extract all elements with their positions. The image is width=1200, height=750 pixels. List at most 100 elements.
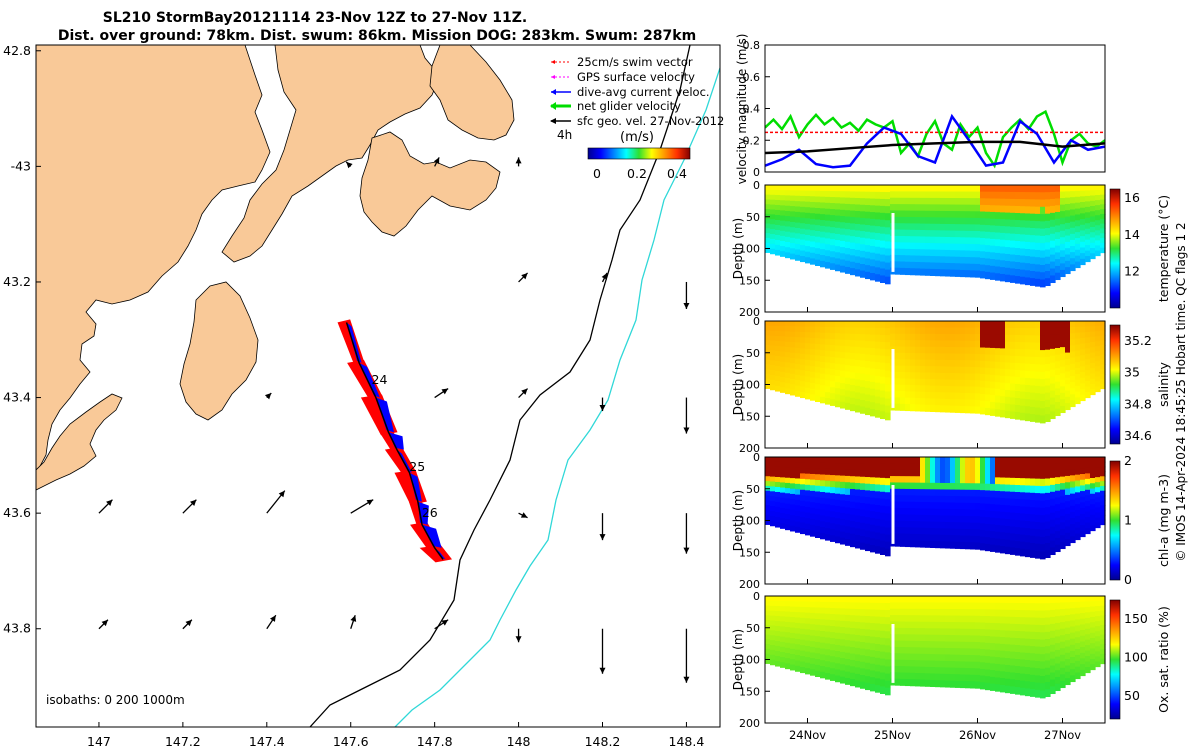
velocity-series-line: [765, 140, 1105, 155]
colorbar-tick-2: 0.4: [667, 166, 687, 181]
vector-group: [98, 157, 690, 683]
sfc-vector-arrow: [515, 157, 522, 167]
title-line1: SL210 StormBay20121114 23-Nov 12Z to 27-…: [103, 10, 528, 26]
legend-arrowhead-diveavg-icon: [551, 89, 556, 95]
sfc-vector-arrow: [182, 619, 193, 630]
map-legend: 25cm/s swim vector GPS surface velocity …: [550, 55, 724, 181]
track-group: 24 25 26: [337, 319, 453, 563]
sfc-vector-arrow: [515, 628, 522, 643]
map-x-tick-label: 148.2: [585, 734, 621, 749]
data-gap: [891, 624, 895, 683]
colorbar-label: Ox. sat. ratio (%): [1156, 606, 1171, 713]
section-cells-oxy: [765, 596, 1106, 699]
velocity-lines: [765, 109, 1105, 169]
land-mainland: [36, 45, 271, 471]
section-colorbar-sal: [1109, 324, 1121, 445]
land-bruny: [179, 281, 259, 421]
sfc-vector-arrow: [683, 628, 690, 683]
velocity-series-line: [765, 109, 1105, 169]
map-x-tick-label: 147.6: [333, 734, 369, 749]
section-ylabel: Depth (m): [731, 490, 745, 551]
velocity-y-tick-label: 0.8: [743, 39, 761, 52]
colorbar-unit: (m/s): [620, 130, 654, 145]
section-panel-sal: 0 50 100 150 200 Depth (m) 34.6 34.8 35 35.2 salin…: [731, 315, 1171, 455]
section-y-tick-label: 0: [753, 179, 760, 192]
day-label: 26: [422, 505, 438, 520]
colorbar-tick-label: 14: [1124, 227, 1140, 242]
sfc-vector-arrow: [599, 513, 606, 541]
colorbar-tick-label: 0: [1124, 572, 1132, 587]
colorbar-tick-label: 150: [1124, 611, 1148, 626]
velocity-y-tick-label: 0: [753, 166, 760, 179]
section-x-tick-label: 25Nov: [874, 728, 911, 742]
colorbar-label: chl-a (mg m-3): [1156, 474, 1171, 567]
map-x-tick-label: 148: [507, 734, 531, 749]
colorbar-tick-label: 35.2: [1124, 333, 1152, 348]
legend-label-gps: GPS surface velocity: [577, 70, 695, 84]
sfc-vector-arrow: [266, 490, 286, 514]
legend-label-net: net glider velocity: [577, 99, 681, 113]
sfc-vector-arrow: [518, 512, 528, 519]
legend-item-gps: GPS surface velocity: [551, 70, 695, 84]
sfc-vector-arrow: [266, 614, 277, 630]
section-y-tick-label: 150: [739, 410, 760, 423]
dive-avg-band: [422, 524, 442, 548]
isobath-label: isobaths: 0 200 1000m: [46, 693, 185, 707]
land-south-west: [36, 393, 123, 491]
colorbar-tick-1: 0.2: [627, 166, 647, 181]
legend-arrowhead-net-icon: [550, 102, 556, 110]
colorbar-label: salinity: [1156, 361, 1171, 406]
section-colorbar-chla: [1109, 460, 1121, 581]
map-y-tick-label: 42.8: [3, 43, 31, 58]
section-cells-sal: [765, 321, 1106, 424]
sfc-vector-arrow: [434, 619, 449, 630]
legend-label-sfc: sfc geo. vel. 27-Nov-2012: [577, 114, 724, 128]
legend-item-net: net glider velocity: [550, 99, 681, 113]
section-y-tick-label: 200: [739, 717, 760, 730]
isobath-1000m: [394, 67, 720, 727]
sfc-vector-arrow: [683, 513, 690, 554]
land-peninsula-north: [221, 45, 441, 263]
section-cells-temp: [765, 185, 1106, 288]
sfc-vector-arrow: [433, 157, 440, 167]
section-y-tick-label: 50: [746, 483, 760, 496]
sfc-vector-arrow: [264, 392, 272, 400]
glider-track-line: [345, 322, 444, 560]
map-y-tick-label: 43.8: [3, 621, 31, 636]
day-label: 24: [372, 372, 388, 387]
section-y-tick-label: 100: [739, 379, 760, 392]
dive-avg-band: [388, 432, 404, 450]
colorbar-tick-label: 100: [1124, 650, 1148, 665]
section-y-tick-label: 50: [746, 347, 760, 360]
legend-arrowhead-swim-icon: [551, 60, 555, 64]
land-tasman-peninsula: [359, 131, 501, 237]
sfc-vector-arrow: [98, 499, 113, 514]
sfc-vector-arrow: [599, 628, 606, 674]
dive-avg-band: [375, 397, 394, 433]
velocity-y-tick-label: 0.4: [743, 103, 761, 116]
section-y-tick-label: 150: [739, 685, 760, 698]
map-x-tick-label: 147.4: [249, 734, 285, 749]
colorbar-tick-label: 16: [1124, 190, 1140, 205]
section-y-tick-label: 150: [739, 274, 760, 287]
map-y-ticks: 42.8 -43 43.2 43.4 43.6 43.8: [3, 43, 41, 636]
colorbar-tick-label: 34.8: [1124, 396, 1152, 411]
isobath-200m: [309, 45, 691, 727]
dive-avg-band: [359, 362, 380, 398]
map-x-ticks: 147 147.2 147.4 147.6 147.8 148 148.2 148.4: [87, 722, 704, 749]
sfc-vector-arrow: [434, 388, 449, 399]
legend-item-swim: 25cm/s swim vector: [551, 55, 693, 69]
colorbar-tick-0: 0: [593, 166, 601, 181]
legend-item-sfc: sfc geo. vel. 27-Nov-2012: [550, 114, 724, 128]
sfc-vector-arrow: [599, 397, 606, 412]
sfc-vector-arrow: [683, 281, 690, 309]
legend-label-swim: 25cm/s swim vector: [577, 55, 693, 69]
map-x-tick-label: 147.2: [165, 734, 201, 749]
velocity-y-ticks: 0 0.2 0.4 0.6 0.8: [743, 39, 770, 179]
section-y-tick-label: 0: [753, 590, 760, 603]
day-label: 25: [409, 459, 425, 474]
dive-avg-band: [409, 472, 422, 502]
section-y-tick-label: 0: [753, 315, 760, 328]
colorbar-tick-label: 2: [1124, 453, 1132, 468]
